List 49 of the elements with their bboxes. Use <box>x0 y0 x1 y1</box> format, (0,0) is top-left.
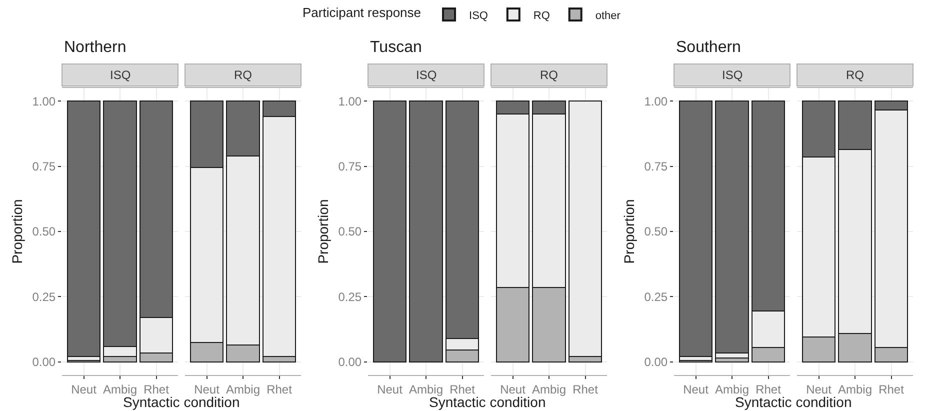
x-tick-label: Rhet <box>878 382 905 396</box>
y-axis-title: Proportion <box>314 199 331 264</box>
chart-title: Northern <box>64 39 126 56</box>
x-tick-label: Neut <box>683 382 710 396</box>
legend-label: RQ <box>533 10 550 22</box>
y-tick-label: 0.50 <box>644 224 668 239</box>
y-axis-title: Proportion <box>8 199 25 264</box>
x-tick-label: Ambig <box>532 382 566 396</box>
y-axis-title: Proportion <box>620 199 637 264</box>
y-tick-label: 0.00 <box>644 355 668 370</box>
y-tick-label: 0.75 <box>32 159 56 174</box>
x-tick-label: Rhet <box>572 382 599 396</box>
y-tick-label: 0.75 <box>644 159 668 174</box>
legend-title: Participant response <box>302 4 422 20</box>
y-tick-label: 0.50 <box>338 224 362 239</box>
y-tick-label: 1.00 <box>338 94 362 108</box>
chart-title: Southern <box>676 39 741 56</box>
y-tick-label: 0.25 <box>32 290 56 304</box>
x-tick-label: Neut <box>194 382 220 396</box>
text: RQ <box>540 68 558 82</box>
y-tick-label: 0.75 <box>338 159 362 174</box>
text: ISQ <box>416 68 437 82</box>
x-tick-label: Neut <box>377 382 404 396</box>
legend-label: other <box>595 10 621 22</box>
x-tick-label: Neut <box>806 382 832 396</box>
x-tick-label: Ambig <box>838 382 872 396</box>
text: RQ <box>234 68 252 82</box>
x-tick-label: Ambig <box>408 382 444 396</box>
x-tick-label: Rhet <box>756 382 782 396</box>
y-tick-label: 0.25 <box>644 290 668 304</box>
x-tick-label: Neut <box>71 382 98 396</box>
x-tick-label: Ambig <box>102 382 138 396</box>
text: ISQ <box>110 68 131 82</box>
y-tick-label: 0.25 <box>338 290 362 304</box>
chart-title: Tuscan <box>370 39 422 56</box>
x-tick-label: Ambig <box>226 382 260 396</box>
y-tick-label: 1.00 <box>644 94 668 108</box>
y-tick-label: 0.50 <box>32 224 56 239</box>
y-tick-label: 0.00 <box>32 355 56 370</box>
text: RQ <box>846 68 864 82</box>
legend-label: ISQ <box>469 10 488 22</box>
x-tick-label: Rhet <box>144 382 170 396</box>
x-tick-label: Rhet <box>266 382 293 396</box>
y-tick-label: 0.00 <box>338 355 362 370</box>
x-tick-label: Rhet <box>450 382 476 396</box>
y-tick-label: 1.00 <box>32 94 56 108</box>
text: ISQ <box>722 68 743 82</box>
x-tick-label: Ambig <box>714 382 750 396</box>
x-tick-label: Neut <box>500 382 526 396</box>
